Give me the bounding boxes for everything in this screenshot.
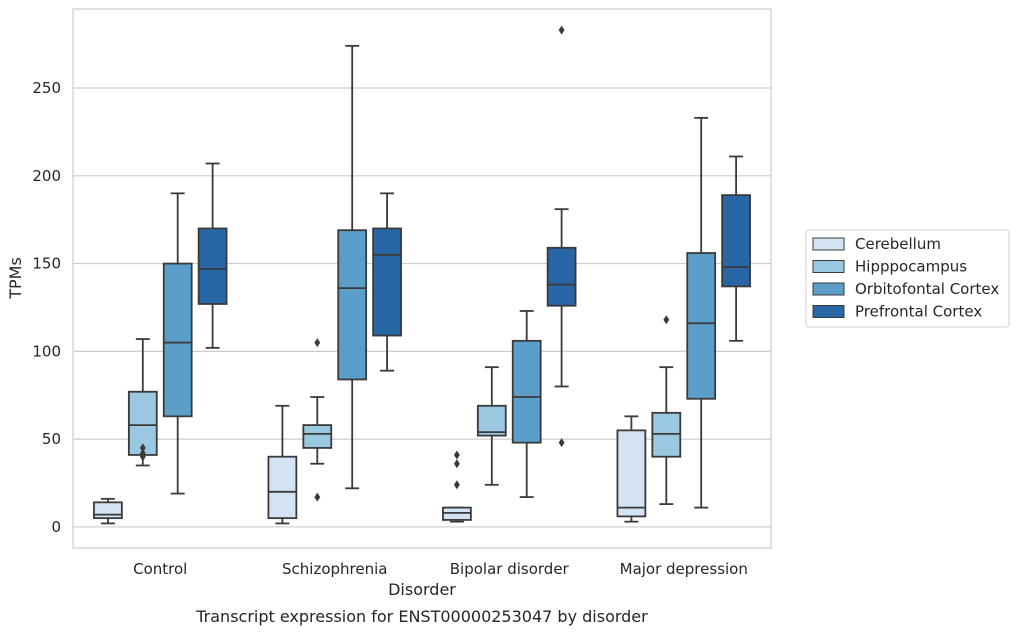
box-body (302, 424, 333, 449)
box-4-3 (546, 25, 577, 448)
box-1-4 (616, 415, 647, 523)
legend-items: Cerebellum Hipppocampus Orbitofontal Corte… (812, 235, 999, 321)
outlier-point-3 (139, 443, 146, 453)
y-tick-label-150: 150 (32, 255, 61, 273)
x-axis-title: Disorder (388, 580, 456, 599)
outlier-point-2 (314, 338, 321, 348)
legend-item-3: Orbitofontal Cortex (812, 280, 999, 298)
x-tick-label-3: Bipolar disorder (450, 560, 570, 578)
legend-frame (805, 229, 1010, 328)
box-body (267, 455, 298, 520)
x-tick-label-4: Major depression (620, 560, 748, 578)
legend-item-1: Cerebellum (812, 235, 941, 253)
legend-swatch (812, 282, 845, 296)
box-4-1 (197, 162, 228, 349)
outlier-point-3 (453, 450, 460, 460)
outlier-point-1 (314, 492, 321, 502)
legend-swatch (812, 237, 845, 251)
box-3-2 (337, 44, 368, 490)
x-axis-ticks: Control Schizophrenia Bipolar disorder Majo… (133, 560, 748, 578)
legend-swatch (812, 260, 845, 273)
y-axis-ticks: 0 50 100 150 200 250 (32, 79, 61, 536)
box-body (93, 501, 123, 520)
chart-caption: Transcript expression for ENST0000025304… (195, 607, 648, 626)
legend-label: Hipppocampus (855, 258, 967, 276)
y-tick-label-50: 50 (42, 430, 61, 448)
y-axis-title: TPMs (6, 257, 25, 300)
box-body (337, 229, 368, 381)
outlier-point-1 (663, 315, 670, 325)
legend-item-2: Hipppocampus (812, 258, 967, 276)
box-1-3 (442, 450, 472, 523)
legend-swatch (812, 305, 845, 318)
x-tick-label-1: Control (133, 560, 187, 578)
box-body (546, 246, 577, 307)
x-tick-label-2: Schizophrenia (282, 560, 387, 578)
y-tick-label-0: 0 (51, 518, 61, 536)
boxes (93, 25, 751, 525)
legend: Cerebellum Hipppocampus Orbitofontal Corte… (805, 229, 1010, 328)
y-tick-label-100: 100 (32, 342, 61, 360)
outlier-point-2 (453, 459, 460, 469)
box-2-3 (476, 366, 507, 486)
box-1-1 (93, 497, 123, 525)
box-2-1 (127, 338, 158, 467)
box-2-2 (302, 338, 333, 502)
box-4-2 (372, 192, 402, 372)
box-3-4 (686, 116, 717, 509)
y-tick-label-250: 250 (32, 79, 61, 97)
legend-label: Prefrontal Cortex (855, 303, 982, 321)
legend-label: Orbitofontal Cortex (855, 280, 999, 298)
plot-area-frame (72, 8, 772, 549)
box-body (372, 227, 402, 337)
box-body (686, 252, 717, 400)
y-tick-label-200: 200 (32, 167, 61, 185)
box-2-4 (651, 315, 682, 506)
box-3-1 (162, 192, 193, 495)
box-1-2 (267, 404, 298, 525)
outlier-point-1 (453, 480, 460, 490)
outlier-point-1 (558, 438, 565, 448)
legend-item-4: Prefrontal Cortex (812, 303, 982, 321)
box-body (476, 404, 507, 437)
box-body (197, 227, 228, 305)
box-body (616, 429, 647, 518)
outlier-point-2 (139, 448, 146, 458)
box-body (511, 339, 542, 444)
outlier-point-2 (558, 25, 565, 35)
legend-label: Cerebellum (855, 235, 941, 253)
box-4-4 (721, 155, 751, 342)
box-3-3 (511, 310, 542, 498)
box-body (162, 262, 193, 418)
box-body (721, 194, 751, 288)
